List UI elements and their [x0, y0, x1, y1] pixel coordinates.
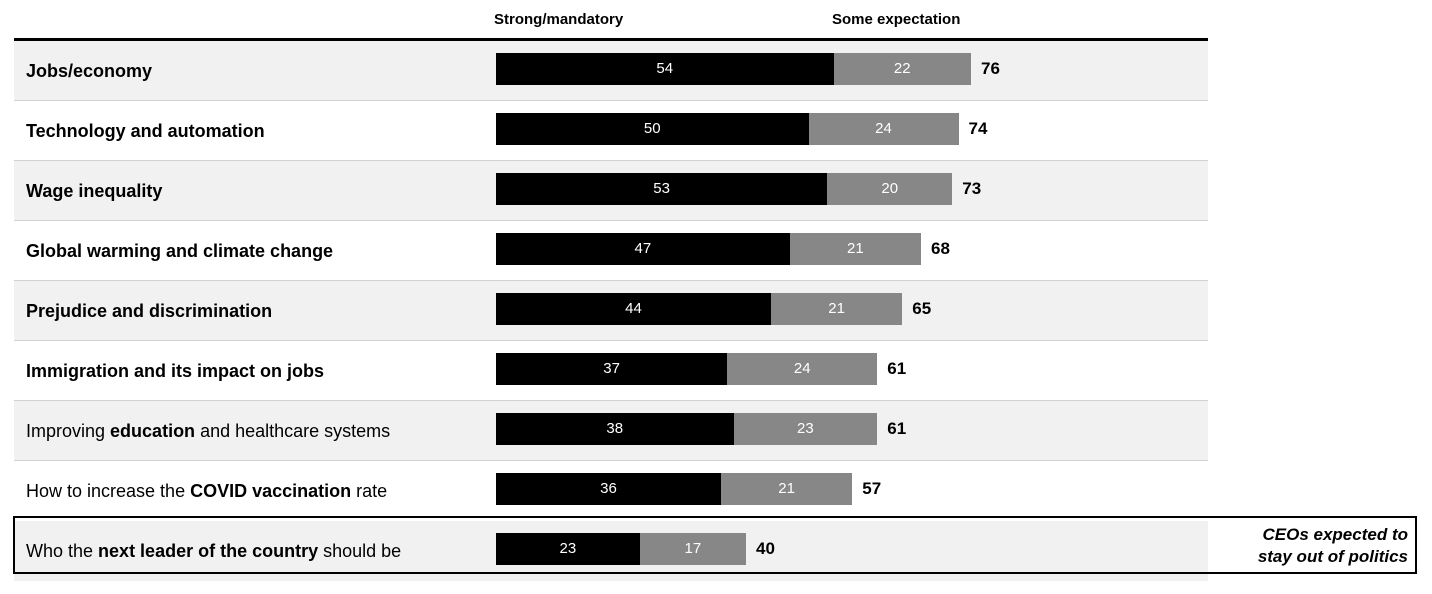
chart-row: Jobs/economy 54 22 76 — [14, 41, 1208, 101]
chart-row: Immigration and its impact on jobs 37 24 61 — [14, 341, 1208, 401]
value-some-expectation: 23 — [797, 420, 814, 437]
bar-some-expectation — [721, 473, 853, 505]
bar-some-expectation — [827, 173, 953, 205]
value-total: 40 — [756, 539, 775, 558]
row-separator — [14, 340, 1208, 341]
legend-strong-mandatory: Strong/mandatory — [494, 11, 624, 28]
value-strong-mandatory: 54 — [656, 60, 674, 77]
chart-row: Technology and automation 50 24 74 — [14, 101, 1208, 161]
bar-some-expectation — [639, 533, 746, 565]
bar-some-expectation — [808, 113, 959, 145]
bar-strong-mandatory — [496, 233, 790, 265]
legend-some-expectation: Some expectation — [832, 11, 961, 28]
politics-note-line-2: stay out of politics — [1257, 547, 1408, 566]
value-some-expectation: 22 — [893, 60, 911, 77]
category-label: Global warming and climate change — [26, 241, 334, 261]
value-total: 61 — [887, 419, 907, 438]
category-label: Immigration and its impact on jobs — [26, 361, 325, 381]
value-strong-mandatory: 23 — [559, 540, 577, 557]
value-total: 57 — [862, 479, 882, 498]
value-some-expectation: 24 — [793, 360, 811, 377]
bar-some-expectation — [789, 233, 921, 265]
bar-strong-mandatory — [496, 413, 734, 445]
row-separator — [14, 400, 1208, 401]
category-label: Who the next leader of the country shoul… — [26, 541, 402, 561]
value-some-expectation: 21 — [847, 240, 864, 257]
value-strong-mandatory: 44 — [625, 300, 642, 317]
row-separator — [14, 220, 1208, 221]
politics-note-line-1: CEOs expected to — [1262, 525, 1409, 544]
bar-some-expectation — [733, 413, 878, 445]
value-some-expectation: 24 — [875, 120, 892, 137]
value-some-expectation: 20 — [881, 180, 899, 197]
politics-note: CEOs expected to stay out of politics — [1208, 524, 1408, 568]
value-some-expectation: 17 — [684, 540, 702, 557]
value-some-expectation: 21 — [778, 480, 795, 497]
top-rule — [14, 38, 1208, 41]
category-label: Technology and automation — [26, 121, 265, 141]
category-label: Improving education and healthcare syste… — [26, 421, 391, 441]
value-total: 74 — [968, 119, 988, 138]
category-label: Jobs/economy — [26, 61, 153, 81]
category-label: How to increase the COVID vaccination ra… — [26, 481, 388, 501]
value-strong-mandatory: 47 — [634, 240, 652, 257]
chart-row: How to increase the COVID vaccination ra… — [14, 461, 1208, 521]
chart-row: Global warming and climate change 47 21 68 — [14, 221, 1208, 281]
value-total: 76 — [981, 59, 1000, 78]
bar-strong-mandatory — [496, 473, 721, 505]
chart-row: Prejudice and discrimination 44 21 65 — [14, 281, 1208, 341]
bar-strong-mandatory — [496, 293, 771, 325]
bar-strong-mandatory — [496, 113, 809, 145]
value-strong-mandatory: 38 — [606, 420, 624, 437]
value-strong-mandatory: 53 — [653, 180, 670, 197]
bar-strong-mandatory — [496, 353, 728, 385]
value-strong-mandatory: 50 — [643, 120, 661, 137]
value-strong-mandatory: 36 — [600, 480, 617, 497]
category-label: Prejudice and discrimination — [26, 301, 273, 321]
bar-some-expectation — [833, 53, 971, 85]
value-total: 68 — [931, 239, 950, 258]
value-total: 73 — [962, 179, 982, 198]
bar-strong-mandatory — [496, 533, 640, 565]
row-separator — [14, 160, 1208, 161]
row-separator — [14, 460, 1208, 461]
bar-strong-mandatory — [496, 53, 834, 85]
category-label: Wage inequality — [26, 181, 163, 201]
row-separator — [14, 100, 1208, 101]
bar-some-expectation — [727, 353, 878, 385]
value-strong-mandatory: 37 — [603, 360, 620, 377]
value-total: 65 — [912, 299, 932, 318]
chart-row: Improving education and healthcare syste… — [14, 401, 1208, 461]
value-total: 61 — [887, 359, 907, 378]
chart-row: Who the next leader of the country shoul… — [14, 521, 1208, 581]
value-some-expectation: 21 — [828, 300, 845, 317]
bar-strong-mandatory — [496, 173, 828, 205]
bar-some-expectation — [771, 293, 903, 325]
chart-row: Wage inequality 53 20 73 — [14, 161, 1208, 221]
row-separator — [14, 280, 1208, 281]
